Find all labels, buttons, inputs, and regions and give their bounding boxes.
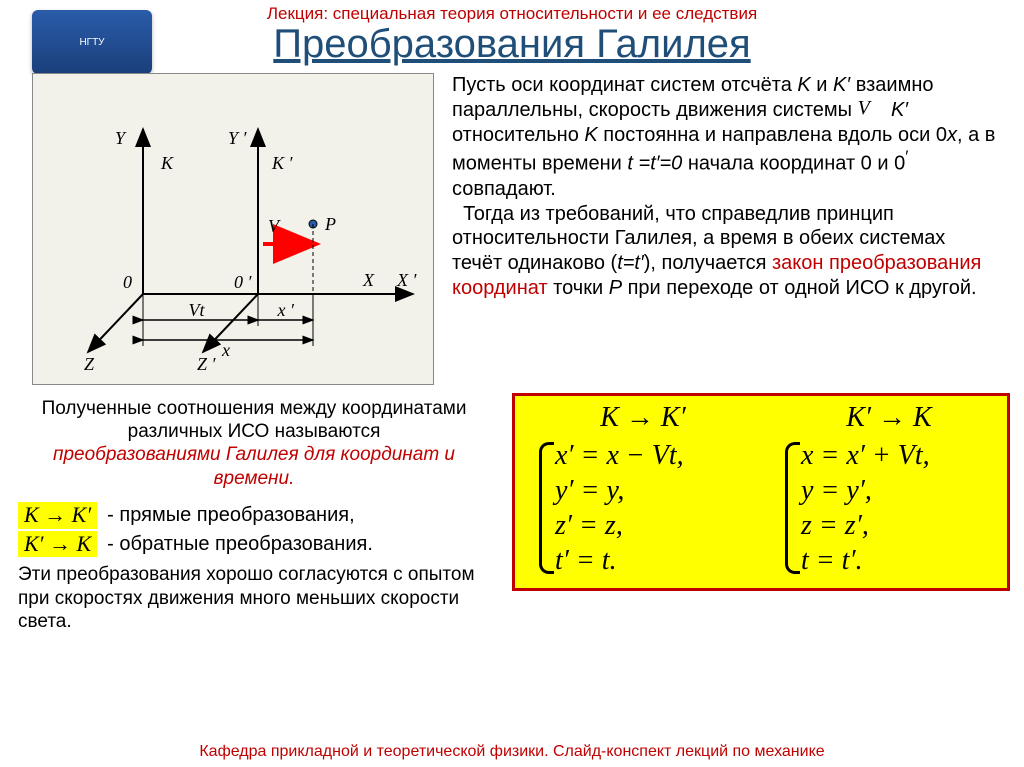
svg-text:K: K	[160, 153, 174, 173]
coordinate-diagram: Y Y ′ K K ′ V⃗ P 0 0 ′ X X ′ Z Z ′ Vt x ′ x	[32, 73, 434, 385]
speed-note: Эти преобразования хорошо согласуются с …	[14, 563, 494, 633]
forward-label: - прямые преобразования,	[107, 503, 354, 527]
svg-text:Y ′: Y ′	[228, 128, 248, 148]
formula-box: K → K′ x′ = x − Vt, y′ = y, z′ = z, t′ =…	[512, 393, 1010, 591]
eq-x: x = x′ + Vt,	[801, 438, 999, 473]
p-text: ), получается	[644, 252, 772, 274]
main-text: Пусть оси координат систем отсчёта K и K…	[434, 73, 1010, 385]
p-text: Пусть оси координат систем отсчёта	[452, 74, 797, 96]
svg-text:Y: Y	[115, 128, 127, 148]
eq-t: t = t′.	[801, 543, 999, 578]
eq-yprime: y′ = y,	[555, 473, 753, 508]
p-text: и	[811, 74, 833, 96]
p-text: относительно	[452, 124, 584, 146]
eq-xprime: x′ = x − Vt,	[555, 438, 753, 473]
sym-teq: t =t′=0	[627, 153, 682, 175]
svg-text:V⃗: V⃗	[268, 216, 293, 236]
inverse-badge: K′ → K	[18, 531, 97, 558]
def-line2: преобразованиями Галилея для координат и…	[53, 444, 455, 488]
svg-text:Z ′: Z ′	[197, 354, 217, 374]
svg-text:K ′: K ′	[271, 153, 294, 173]
svg-text:P: P	[324, 214, 336, 234]
svg-text:x ′: x ′	[277, 300, 295, 320]
lecture-subtitle: Лекция: специальная теория относительнос…	[0, 0, 1024, 24]
sym-Kp: K′	[833, 74, 850, 96]
forward-badge: K → K′	[18, 502, 97, 529]
sym-Kp: K′	[891, 99, 908, 121]
sym-K: K	[584, 124, 597, 146]
slide-title: Преобразования Галилея	[0, 22, 1024, 67]
sym-prime: ′	[905, 147, 908, 166]
p-text: точки	[548, 277, 609, 299]
p-text: постоянна и направлена вдоль оси 0	[598, 124, 947, 146]
formula-head-inverse: K′ → K	[779, 402, 999, 434]
formula-head-forward: K → K′	[533, 402, 753, 434]
sym-V: V⃗	[858, 97, 886, 119]
sym-tt: t=t′	[617, 252, 644, 274]
svg-text:Z: Z	[84, 354, 95, 374]
inverse-label: - обратные преобразования.	[107, 532, 373, 556]
eq-tprime: t′ = t.	[555, 543, 753, 578]
svg-text:Vt: Vt	[189, 300, 206, 320]
svg-text:0 ′: 0 ′	[234, 272, 253, 292]
sym-K: K	[797, 74, 810, 96]
svg-text:X: X	[362, 270, 375, 290]
p-text: совпадают.	[452, 178, 556, 200]
left-notes: Полученные соотношения между координатам…	[14, 393, 494, 633]
formula-col-forward: K → K′ x′ = x − Vt, y′ = y, z′ = z, t′ =…	[515, 396, 761, 588]
eq-y: y = y′,	[801, 473, 999, 508]
svg-text:X ′: X ′	[396, 270, 417, 290]
university-logo: НГТУ	[32, 10, 152, 74]
svg-text:0: 0	[123, 272, 132, 292]
formula-col-inverse: K′ → K x = x′ + Vt, y = y′, z = z′, t = …	[761, 396, 1007, 588]
eq-z: z = z′,	[801, 508, 999, 543]
footer-text: Кафедра прикладной и теоретической физик…	[0, 743, 1024, 761]
eq-zprime: z′ = z,	[555, 508, 753, 543]
sym-x: x	[947, 124, 957, 146]
p-text: при переходе от одной ИСО к другой.	[622, 277, 977, 299]
definition-box: Полученные соотношения между координатам…	[14, 393, 494, 494]
svg-text:x: x	[221, 340, 230, 360]
sym-P: P	[609, 277, 622, 299]
p-text: начала координат 0 и 0	[682, 153, 905, 175]
def-line1: Полученные соотношения между координатам…	[42, 398, 467, 442]
